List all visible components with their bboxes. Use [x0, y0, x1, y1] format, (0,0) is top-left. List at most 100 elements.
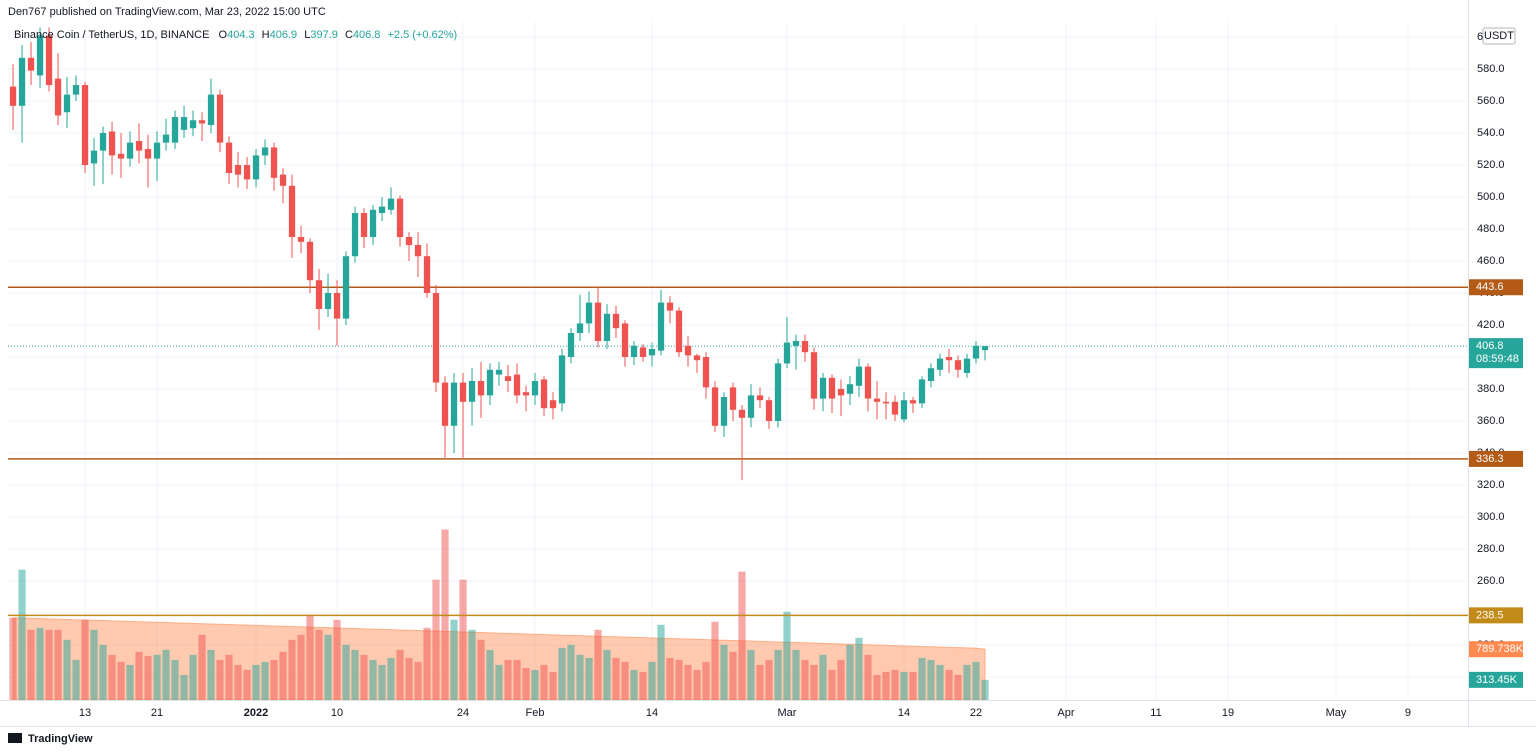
volume-bar — [864, 654, 872, 700]
candle-body — [558, 355, 566, 404]
volume-bar — [324, 634, 332, 700]
volume-bar — [612, 657, 620, 700]
volume-bar — [810, 664, 818, 700]
level-label-box — [1469, 279, 1523, 296]
candle-body — [684, 345, 692, 356]
candle-body — [243, 165, 251, 180]
candle-body — [918, 379, 926, 404]
volume-bar — [972, 661, 980, 700]
volume-bar — [720, 644, 728, 700]
volume-bar — [504, 659, 512, 700]
volume-bar — [315, 629, 323, 700]
candle-body — [378, 206, 386, 214]
candle-body — [549, 400, 557, 409]
time-axis-bg — [0, 700, 1536, 726]
candle-body — [360, 213, 368, 238]
y-tick-label: 380.0 — [1477, 383, 1505, 395]
volume-bar — [414, 661, 422, 700]
volume-bar — [576, 654, 584, 700]
candle-body — [792, 341, 800, 346]
volume-bar — [630, 669, 638, 700]
volume-bar — [675, 659, 683, 700]
volume-bar — [477, 639, 485, 700]
volume-bar — [522, 667, 530, 700]
candle-body — [108, 131, 116, 156]
candle-body — [495, 369, 503, 375]
candle-body — [153, 142, 161, 159]
currency-label: USDT — [1484, 30, 1514, 42]
volume-bar — [108, 654, 116, 700]
volume-bar — [9, 617, 17, 700]
candle-body — [738, 409, 746, 418]
candle-body — [414, 245, 422, 257]
candle-body — [315, 280, 323, 310]
candle-body — [63, 94, 71, 113]
candle-body — [288, 185, 296, 238]
change: +2.5 (+0.62%) — [387, 29, 457, 41]
volume-bar — [909, 671, 917, 700]
candle-body — [909, 400, 917, 404]
volume-bar — [378, 664, 386, 700]
volume-bar — [495, 664, 503, 700]
x-tick-label: 9 — [1405, 707, 1411, 719]
volume-bar — [603, 649, 611, 700]
candle-body — [162, 134, 170, 143]
candle-body — [594, 302, 602, 342]
volume-bar — [783, 611, 791, 700]
volume-bar — [891, 669, 899, 700]
candle-body — [567, 333, 575, 358]
volume-bar — [99, 644, 107, 700]
x-tick-label: Apr — [1057, 707, 1074, 719]
candle-body — [837, 388, 845, 396]
volume-bar — [405, 657, 413, 700]
volume-bar — [540, 664, 548, 700]
volume-bar — [954, 674, 962, 700]
candle-body — [801, 341, 809, 353]
candle-body — [54, 78, 62, 116]
volume-bar — [144, 655, 152, 700]
candle-body — [720, 396, 728, 426]
volume-bar — [369, 659, 377, 700]
volume-bar — [963, 664, 971, 700]
candle-body — [666, 302, 674, 311]
y-tick-label: 460.0 — [1477, 255, 1505, 267]
plot-area — [8, 22, 1468, 701]
candle-body — [657, 302, 665, 351]
candle-body — [36, 35, 44, 76]
volume-bar — [270, 659, 278, 700]
x-tick-label: Mar — [778, 707, 797, 719]
candle-body — [522, 392, 530, 396]
volume-bar — [900, 671, 908, 700]
candle-body — [540, 379, 548, 409]
volume-bar — [882, 671, 890, 700]
x-tick-label: 13 — [79, 707, 91, 719]
candle-body — [351, 213, 359, 257]
candle-body — [369, 209, 377, 238]
level-label: 336.3 — [1476, 453, 1504, 465]
candle-body — [702, 357, 710, 388]
candle-body — [387, 198, 395, 210]
volume-bar — [162, 649, 170, 700]
volume-bar — [729, 651, 737, 700]
volume-bar — [648, 661, 656, 700]
volume-bar — [126, 664, 134, 700]
candle-body — [576, 323, 584, 334]
volume-bar — [819, 654, 827, 700]
volume-bar — [936, 664, 944, 700]
candle-body — [783, 342, 791, 364]
x-tick-label: 22 — [970, 707, 982, 719]
volume-bar — [306, 614, 314, 700]
y-tick-label: 280.0 — [1477, 543, 1505, 555]
x-tick-label: 11 — [1150, 707, 1161, 719]
level-label-box — [1469, 607, 1523, 624]
ohlc-label: C — [345, 29, 353, 41]
candle-body — [333, 293, 341, 319]
volume-bar — [261, 661, 269, 700]
candle-body — [504, 376, 512, 381]
volume-label: 313.45K — [1476, 674, 1518, 686]
volume-bar — [837, 659, 845, 700]
candle-body — [900, 400, 908, 420]
y-tick-label: 520.0 — [1477, 159, 1505, 171]
volume-bar — [513, 659, 521, 700]
level-label: 238.5 — [1476, 609, 1504, 621]
